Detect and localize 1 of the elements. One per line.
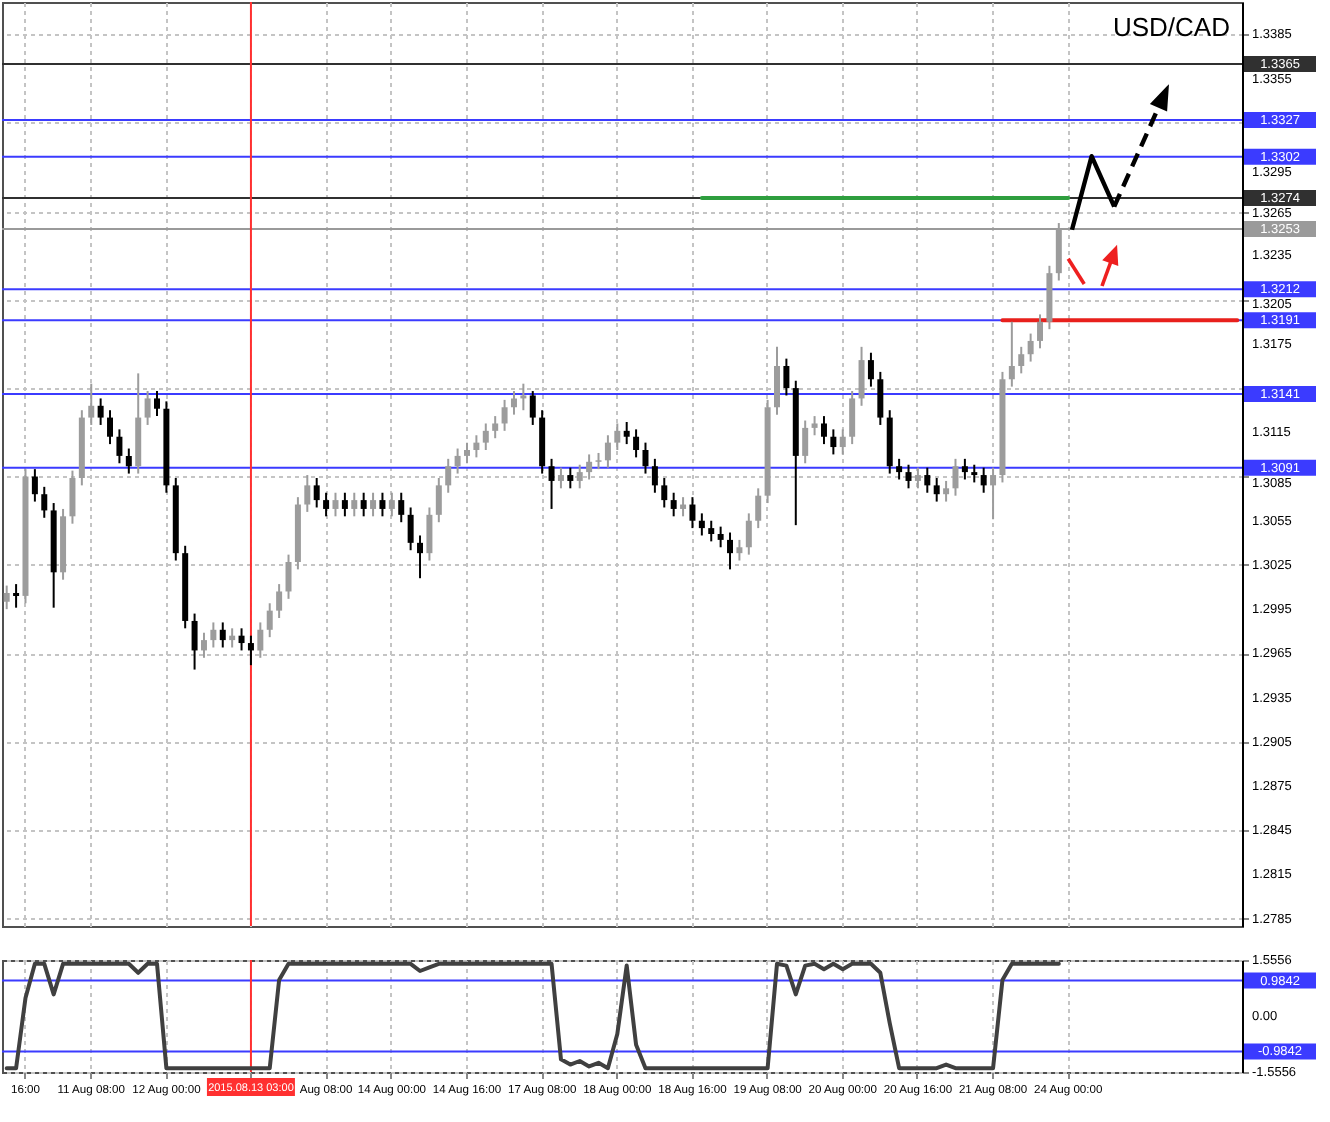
chart-title: USD/CAD	[1112, 12, 1230, 42]
